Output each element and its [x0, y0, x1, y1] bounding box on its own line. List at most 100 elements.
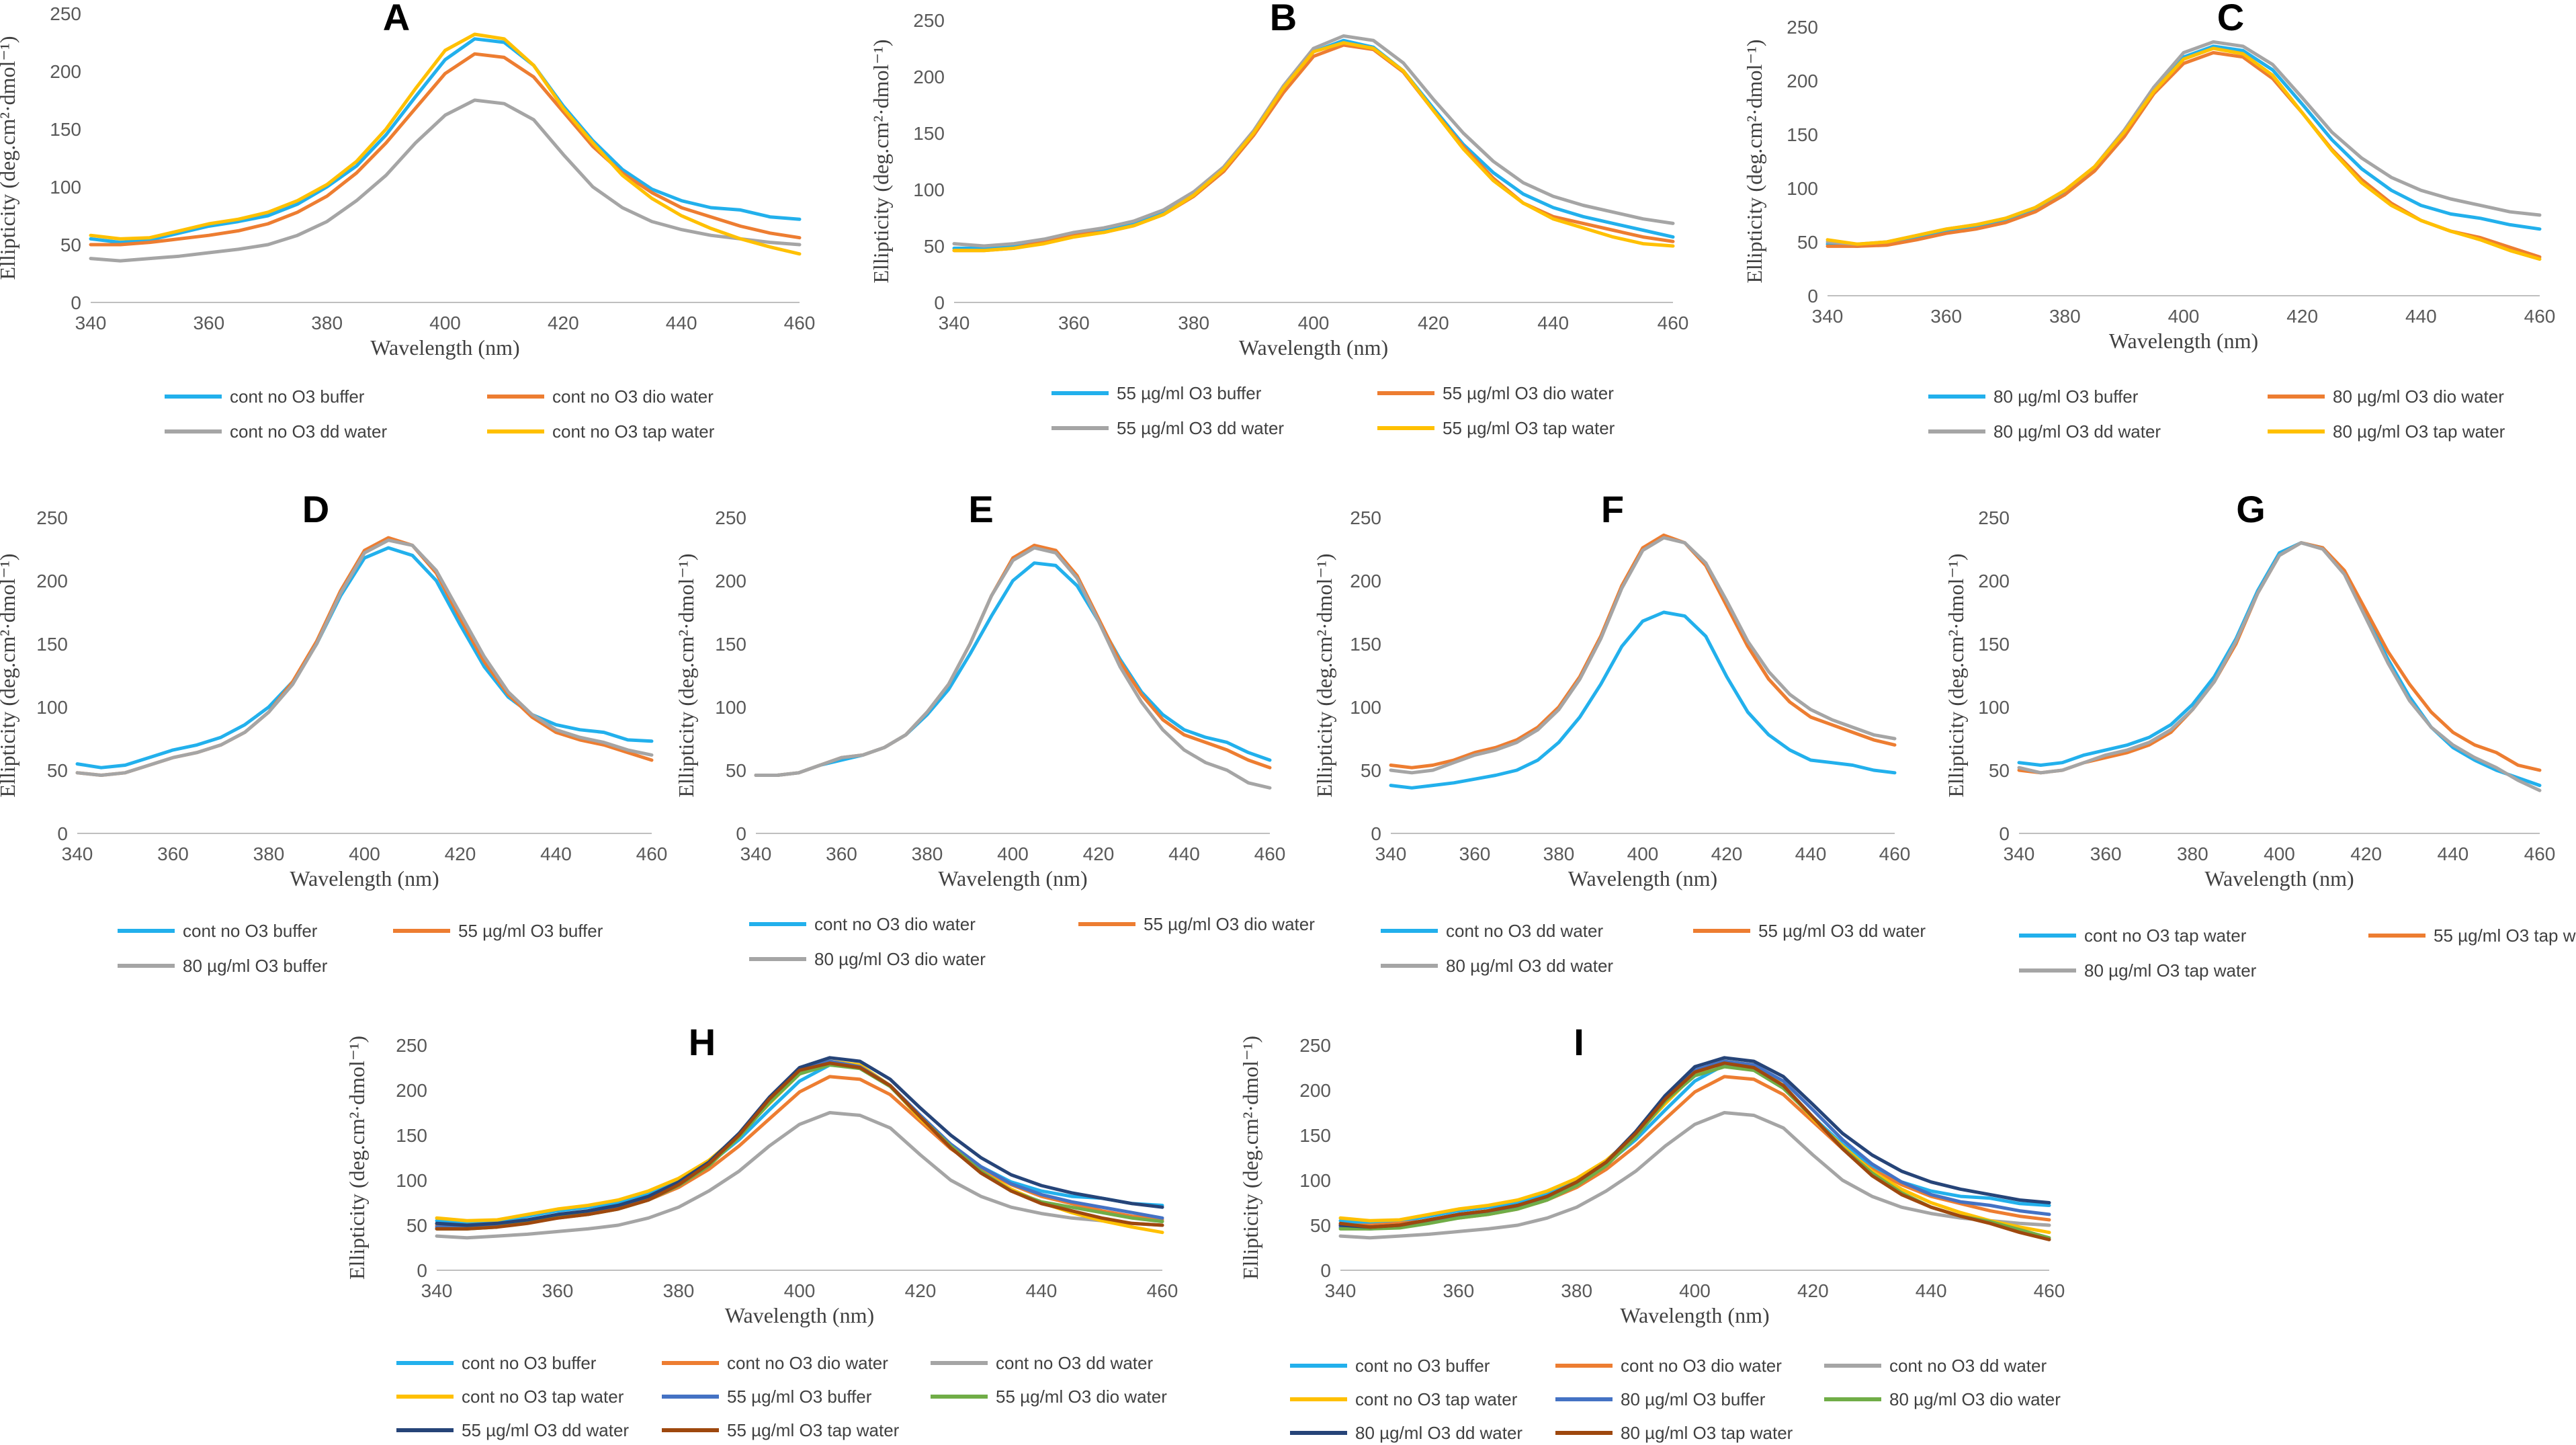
- x-axis-title: Wavelength (nm): [1568, 866, 1717, 891]
- series-line: [1338, 1111, 2051, 1240]
- legend-label: cont no O3 buffer: [183, 921, 318, 941]
- legend-label: 80 µg/ml O3 tap water: [2333, 421, 2505, 442]
- y-axis-title: Ellipticity (deg.cm²·dmol⁻¹): [345, 1036, 369, 1280]
- x-tick-label: 420: [1711, 843, 1743, 864]
- legend-label: 80 µg/ml O3 buffer: [183, 956, 328, 976]
- y-tick-label: 100: [1787, 178, 1818, 199]
- x-tick-label: 460: [636, 843, 668, 864]
- series-line: [89, 37, 802, 245]
- panel-letter: F: [1601, 488, 1624, 530]
- series-line: [1389, 533, 1897, 770]
- y-tick-label: 100: [36, 697, 68, 718]
- y-tick-label: 250: [715, 507, 746, 528]
- y-tick-label: 50: [406, 1215, 427, 1236]
- y-axis-title: Ellipticity (deg.cm²·dmol⁻¹): [0, 36, 19, 280]
- y-tick-label: 200: [396, 1080, 427, 1101]
- panel-a-chart: 0 50 100 150 200 250 340 360 380 400 420 440 460 Wave…: [0, 0, 815, 442]
- x-tick-label: 380: [1561, 1280, 1592, 1301]
- y-tick-label: 100: [1978, 697, 2010, 718]
- series-line: [1338, 1063, 2051, 1225]
- series-line: [75, 546, 654, 770]
- legend-label: cont no O3 dio water: [552, 386, 714, 407]
- legend-label: 80 µg/ml O3 buffer: [1621, 1389, 1766, 1409]
- x-axis-title: Wavelength (nm): [2204, 866, 2354, 891]
- x-tick-label: 440: [540, 843, 572, 864]
- series-line: [952, 43, 1675, 253]
- y-tick-label: 250: [36, 507, 68, 528]
- x-tick-label: 460: [2034, 1280, 2065, 1301]
- panel-letter: G: [2236, 488, 2266, 530]
- series-line: [952, 41, 1675, 253]
- series-line: [1826, 46, 2542, 261]
- legend-label: cont no O3 tap water: [552, 421, 715, 442]
- legend-label: cont no O3 dd water: [1889, 1356, 2047, 1376]
- legend-label: 80 µg/ml O3 dio water: [1889, 1389, 2061, 1409]
- x-tick-label: 400: [1627, 843, 1659, 864]
- legend-label: 55 µg/ml O3 dio water: [1144, 914, 1315, 934]
- x-tick-label: 340: [62, 843, 93, 864]
- legend-label: 80 µg/ml O3 tap water: [2084, 960, 2257, 981]
- x-tick-label: 400: [349, 843, 380, 864]
- y-tick-label: 100: [50, 177, 81, 198]
- legend-label: 55 µg/ml O3 buffer: [1117, 383, 1262, 403]
- y-axis-title: Ellipticity (deg.cm²·dmol⁻¹): [869, 39, 893, 283]
- legend-label: 55 µg/ml O3 dd water: [1758, 921, 1926, 941]
- legend-label: 55 µg/ml O3 dd water: [462, 1420, 629, 1440]
- legend-label: cont no O3 tap water: [1355, 1389, 1518, 1409]
- x-tick-label: 360: [1459, 843, 1491, 864]
- legend-label: 80 µg/ml O3 dd water: [1355, 1423, 1522, 1443]
- legend-label: 80 µg/ml O3 tap water: [1621, 1423, 1793, 1443]
- series-line: [435, 1059, 1164, 1229]
- legend-label: 55 µg/ml O3 dio water: [1443, 383, 1614, 403]
- x-tick-label: 420: [2286, 306, 2318, 327]
- panel-letter: D: [302, 488, 329, 530]
- x-axis-title: Wavelength (nm): [1239, 335, 1388, 360]
- x-tick-label: 400: [1679, 1280, 1711, 1301]
- y-axis-title: Ellipticity (deg.cm²·dmol⁻¹): [1944, 553, 1968, 797]
- legend-label: 80 µg/ml O3 dio water: [2333, 386, 2504, 407]
- x-tick-label: 420: [1418, 313, 1449, 333]
- x-tick-label: 420: [2350, 843, 2382, 864]
- series-line: [754, 546, 1272, 790]
- x-tick-label: 400: [997, 843, 1029, 864]
- y-tick-label: 200: [913, 67, 945, 87]
- y-tick-label: 200: [1350, 571, 1381, 591]
- panel-letter: C: [2217, 0, 2244, 38]
- x-tick-label: 340: [1325, 1280, 1357, 1301]
- panel-c-chart: 0 50 100 150 200 250 340 360 380 400 420 440 460 Wave…: [1742, 0, 2555, 442]
- x-tick-label: 420: [905, 1280, 937, 1301]
- series-line: [89, 52, 802, 247]
- y-tick-label: 100: [1350, 697, 1381, 718]
- y-tick-label: 50: [47, 760, 68, 781]
- x-axis-title: Wavelength (nm): [2109, 329, 2258, 353]
- series-line: [1826, 40, 2542, 246]
- x-tick-label: 380: [2049, 306, 2081, 327]
- x-tick-label: 440: [666, 313, 697, 333]
- y-axis-title: Ellipticity (deg.cm²·dmol⁻¹): [1238, 1036, 1262, 1280]
- panel-d-chart: 0 50 100 150 200 250 340 360 380 400 420 440 460 Wave…: [0, 488, 668, 976]
- y-tick-label: 200: [36, 571, 68, 591]
- series-line: [435, 1063, 1164, 1231]
- legend-label: cont no O3 dio water: [814, 914, 976, 934]
- legend-label: cont no O3 buffer: [462, 1353, 597, 1373]
- legend-label: 55 µg/ml O3 tap water: [1443, 418, 1615, 438]
- series-line: [435, 1111, 1164, 1240]
- legend-label: 80 µg/ml O3 buffer: [1993, 386, 2139, 407]
- legend-label: cont no O3 buffer: [230, 386, 365, 407]
- panel-e-chart: 0 50 100 150 200 250 340 360 380 400 420 440 460 Wave…: [674, 488, 1315, 969]
- y-tick-label: 250: [1978, 507, 2010, 528]
- y-tick-label: 0: [417, 1260, 427, 1281]
- x-tick-label: 460: [2524, 843, 2556, 864]
- x-tick-label: 420: [445, 843, 476, 864]
- series-line: [1338, 1059, 2051, 1235]
- x-tick-label: 440: [1026, 1280, 1058, 1301]
- x-tick-label: 440: [1168, 843, 1200, 864]
- x-axis-title: Wavelength (nm): [1620, 1303, 1769, 1327]
- series-line: [952, 34, 1675, 248]
- y-tick-label: 150: [715, 634, 746, 655]
- x-tick-label: 400: [429, 313, 461, 333]
- y-tick-label: 50: [60, 235, 81, 255]
- panel-f-chart: 0 50 100 150 200 250 340 360 380 400 420 440 460 Wave…: [1312, 488, 1926, 976]
- y-axis-title: Ellipticity (deg.cm²·dmol⁻¹): [1742, 39, 1766, 283]
- y-tick-label: 250: [1299, 1035, 1331, 1056]
